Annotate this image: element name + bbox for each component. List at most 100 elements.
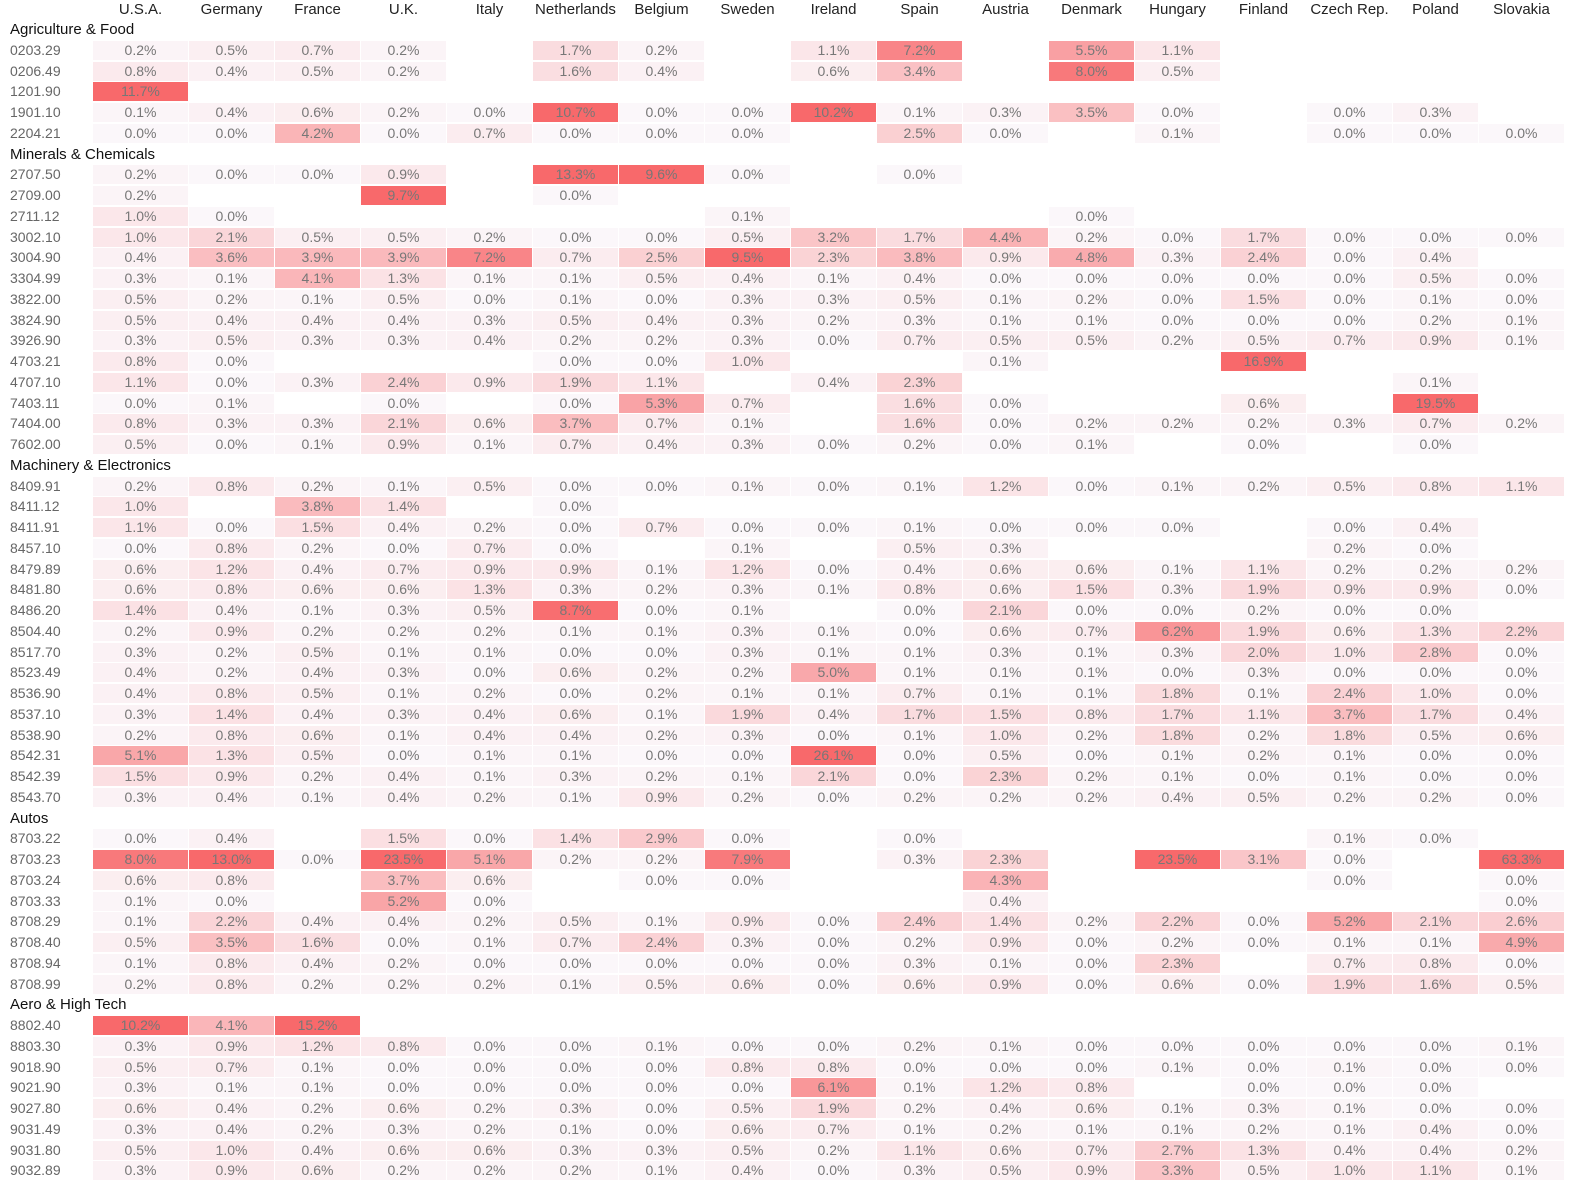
heat-cell: 0.5% — [705, 1140, 790, 1160]
heat-cell: 0.0% — [619, 352, 704, 371]
heat-cell: 0.4% — [447, 704, 532, 724]
heat-cell: 0.0% — [533, 352, 618, 371]
heat-cell: 0.6% — [705, 974, 790, 994]
heat-cell: 1.9% — [791, 1099, 876, 1118]
heat-cell: 0.4% — [361, 310, 446, 330]
heat-cell: 0.0% — [791, 331, 876, 351]
heat-cell: 0.7% — [447, 123, 532, 143]
row-code: 0203.29 — [10, 41, 61, 58]
heat-cell: 1.6% — [275, 933, 360, 952]
heat-cell: 10.2% — [93, 1016, 188, 1035]
heat-cell: 5.3% — [619, 393, 704, 413]
heat-cell: 0.0% — [619, 953, 704, 973]
heat-cell: 1.1% — [93, 518, 188, 537]
heat-cell: 0.1% — [533, 269, 618, 288]
heat-cell: 4.1% — [275, 269, 360, 288]
heat-cell: 0.6% — [1221, 393, 1306, 413]
heat-cell: 0.0% — [791, 1161, 876, 1181]
heat-cell: 0.4% — [791, 372, 876, 392]
column-header: Ireland — [810, 1, 857, 18]
heat-cell: 0.1% — [1307, 1099, 1392, 1118]
heat-cell: 2.4% — [1307, 684, 1392, 703]
heat-cell: 0.0% — [1479, 227, 1564, 247]
heat-cell: 0.3% — [93, 704, 188, 724]
heat-cell: 0.0% — [533, 538, 618, 558]
heat-cell: 0.8% — [791, 1057, 876, 1077]
heat-cell: 0.9% — [1307, 580, 1392, 600]
row-code: 8543.70 — [10, 788, 61, 805]
heat-cell: 0.4% — [189, 310, 274, 330]
heat-cell: 0.1% — [1393, 289, 1478, 309]
heat-cell: 0.0% — [619, 1078, 704, 1098]
heat-cell: 0.0% — [189, 891, 274, 911]
heat-cell: 0.1% — [963, 352, 1048, 371]
heat-cell: 0.0% — [963, 123, 1048, 143]
row-code: 8538.90 — [10, 726, 61, 743]
heat-cell: 0.2% — [93, 621, 188, 641]
row-code: 2707.50 — [10, 166, 61, 183]
heat-cell: 0.0% — [533, 1057, 618, 1077]
heat-cell: 0.3% — [93, 787, 188, 807]
heat-cell: 0.0% — [1135, 289, 1220, 309]
heat-cell: 0.0% — [791, 725, 876, 745]
heat-cell: 0.0% — [1135, 310, 1220, 330]
heat-cell: 0.6% — [361, 1140, 446, 1160]
heat-cell: 1.0% — [1393, 684, 1478, 703]
heat-cell: 0.4% — [705, 1161, 790, 1181]
heat-cell: 0.3% — [447, 310, 532, 330]
heat-cell: 0.4% — [189, 1119, 274, 1139]
heat-cell: 3.6% — [189, 248, 274, 268]
heat-cell: 0.5% — [1393, 725, 1478, 745]
row-code: 8411.12 — [10, 498, 60, 515]
heat-cell: 0.0% — [1307, 103, 1392, 122]
heat-cell: 0.3% — [93, 642, 188, 662]
heat-cell: 0.1% — [877, 642, 962, 662]
heat-cell: 0.4% — [189, 1099, 274, 1118]
heat-cell: 0.2% — [1393, 310, 1478, 330]
heat-cell: 0.6% — [533, 704, 618, 724]
heat-cell: 0.8% — [93, 61, 188, 81]
heat-cell: 1.1% — [1221, 704, 1306, 724]
heat-cell: 0.6% — [361, 1099, 446, 1118]
heat-cell: 0.1% — [963, 663, 1048, 683]
heat-cell: 0.4% — [189, 829, 274, 849]
heat-cell: 3.4% — [877, 61, 962, 81]
heat-cell: 3.8% — [275, 497, 360, 517]
heat-cell: 0.0% — [963, 518, 1048, 537]
heat-cell: 0.9% — [963, 974, 1048, 994]
heat-cell: 0.5% — [1221, 331, 1306, 351]
heat-cell: 0.3% — [705, 435, 790, 454]
heat-cell: 0.5% — [93, 1140, 188, 1160]
heat-cell: 0.8% — [93, 414, 188, 434]
heat-cell: 0.0% — [705, 829, 790, 849]
heat-cell: 0.0% — [533, 953, 618, 973]
heat-cell: 0.5% — [533, 912, 618, 932]
heat-cell: 1.4% — [93, 601, 188, 620]
heat-cell: 0.0% — [1049, 746, 1134, 766]
heat-cell: 0.4% — [189, 103, 274, 122]
heat-cell: 0.2% — [93, 40, 188, 60]
heat-cell: 0.0% — [619, 1119, 704, 1139]
heat-cell: 0.7% — [877, 684, 962, 703]
heat-cell: 0.0% — [1135, 103, 1220, 122]
heat-cell: 0.0% — [791, 559, 876, 579]
heat-cell: 0.4% — [93, 663, 188, 683]
heat-cell: 0.5% — [1221, 787, 1306, 807]
heat-cell: 3.9% — [361, 248, 446, 268]
heat-cell: 0.5% — [93, 435, 188, 454]
heat-cell: 0.4% — [189, 787, 274, 807]
column-header: Spain — [900, 1, 939, 18]
heat-cell: 13.3% — [533, 165, 618, 185]
heat-cell: 0.1% — [791, 621, 876, 641]
column-header: U.S.A. — [118, 1, 163, 18]
heat-cell: 0.0% — [1307, 870, 1392, 890]
heat-cell: 2.4% — [1221, 248, 1306, 268]
heat-cell: 0.2% — [1049, 289, 1134, 309]
column-header: Belgium — [634, 1, 689, 18]
heat-cell: 16.9% — [1221, 352, 1306, 371]
heat-cell: 0.4% — [705, 269, 790, 288]
heat-cell: 0.5% — [1479, 974, 1564, 994]
heat-cell: 2.9% — [619, 829, 704, 849]
heat-cell: 1.9% — [533, 372, 618, 392]
heat-cell: 0.2% — [619, 580, 704, 600]
